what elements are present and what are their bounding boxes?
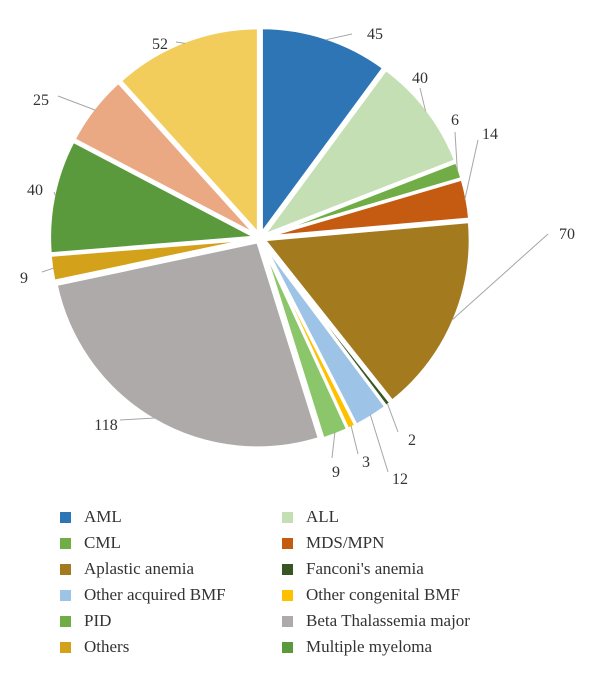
legend-label: Other acquired BMF (84, 585, 226, 604)
data-label: 52 (152, 36, 168, 53)
legend-item: Aplastic anemia (60, 558, 194, 580)
legend-item: MDS/MPN (282, 532, 384, 554)
legend-label: CML (84, 533, 121, 552)
legend-label: Others (84, 637, 130, 656)
data-label: 70 (559, 226, 575, 243)
legend-item: PID (60, 610, 111, 632)
pie-slice-all (259, 67, 458, 239)
legend-swatch (60, 537, 71, 549)
legend-label: Multiple myeloma (306, 637, 433, 656)
leader-line (119, 417, 155, 421)
legend-label: Beta Thalassemia major (306, 611, 470, 630)
leader-line (331, 432, 336, 459)
data-label: 9 (20, 270, 28, 287)
legend-label: Other congenital BMF (306, 585, 460, 604)
pie-slice-unlabeled-13 (118, 26, 260, 238)
pie-slice-unlabeled-12 (72, 80, 258, 237)
data-label: 40 (412, 70, 428, 87)
leader-line (53, 191, 57, 197)
legend-label: AML (84, 507, 122, 526)
leader-line (41, 267, 54, 273)
pie-slice-beta-thalassemia-major (54, 240, 322, 450)
legend-item: Fanconi's anemia (282, 558, 424, 580)
pie-slice-aplastic-anemia (261, 219, 472, 404)
data-label: 3 (362, 454, 370, 471)
leader-line (464, 139, 479, 200)
leader-line (451, 233, 549, 321)
pie-slice-mds-mpn (263, 177, 472, 239)
legend-item: Others (60, 636, 129, 658)
legend-label: ALL (306, 507, 340, 526)
legend-item: Other congenital BMF (282, 584, 460, 606)
legend-label: Aplastic anemia (84, 559, 194, 578)
legend-item: AML (60, 506, 122, 528)
pie-chart: 45 40 6 14 70 2 12 3 9 118 9 40 25 52 (20, 26, 575, 488)
leader-line (350, 425, 359, 455)
leader-line (369, 414, 389, 473)
legend-item: ALL (282, 506, 339, 528)
leader-line (386, 402, 399, 433)
data-label: 12 (392, 471, 408, 488)
legend-label: MDS/MPN (306, 533, 385, 552)
legend-swatch (60, 563, 71, 575)
legend-swatch (282, 641, 293, 653)
legend-swatch (60, 589, 71, 601)
legend-item: Other acquired BMF (60, 584, 226, 606)
data-label: 118 (94, 417, 117, 434)
data-label: 45 (367, 26, 383, 43)
leader-line (325, 33, 353, 41)
legend-swatch (282, 589, 293, 601)
legend-swatch (60, 641, 71, 653)
leader-line (454, 131, 458, 171)
data-label: 14 (482, 126, 498, 143)
legend-item: Multiple myeloma (282, 636, 432, 658)
data-label: 25 (33, 92, 49, 109)
leader-line (419, 87, 427, 112)
legend-swatch (282, 511, 293, 523)
legend-label: Fanconi's anemia (306, 559, 424, 578)
legend-item: CML (60, 532, 121, 554)
legend-label: PID (84, 611, 112, 630)
legend-swatch (60, 615, 71, 627)
data-label: 6 (451, 112, 459, 129)
legend-swatch (282, 537, 293, 549)
legend-item: Beta Thalassemia major (282, 610, 470, 632)
pie-slice-multiple-myeloma (48, 139, 261, 256)
data-label: 2 (408, 432, 416, 449)
pie-slice-aml (259, 26, 386, 239)
legend-swatch (282, 615, 293, 627)
legend-swatch (282, 563, 293, 575)
leader-line (57, 95, 96, 111)
data-label: 40 (27, 182, 43, 199)
pie-slice-pid (260, 241, 350, 441)
data-label: 9 (332, 464, 340, 481)
leader-line (175, 41, 186, 44)
legend-swatch (60, 511, 71, 523)
